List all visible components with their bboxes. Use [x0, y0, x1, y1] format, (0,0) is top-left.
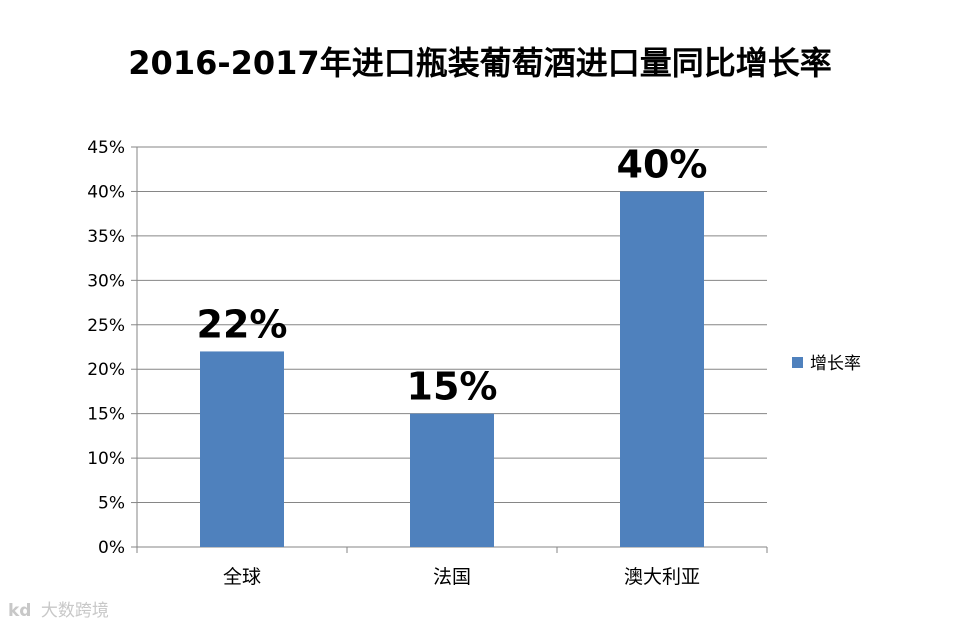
- watermark-text: 大数跨境: [40, 601, 109, 621]
- y-tick-label: 5%: [98, 494, 125, 514]
- x-tick-label: 法国: [433, 566, 471, 588]
- watermark-logo: kd: [8, 601, 32, 621]
- data-label: 22%: [197, 302, 288, 346]
- chart-title: 2016-2017年进口瓶装葡萄酒进口量同比增长率: [128, 44, 832, 82]
- data-label: 40%: [617, 142, 708, 186]
- y-tick-label: 20%: [87, 360, 125, 380]
- x-tick-label: 全球: [223, 566, 261, 588]
- bar: [410, 413, 494, 547]
- y-tick-label: 35%: [87, 227, 125, 247]
- y-tick-label: 0%: [98, 538, 125, 558]
- labels: 0% 5% 10% 15% 20% 25% 30% 35% 40% 45% 22% 全球 15% 法国 40…: [87, 138, 707, 588]
- data-label: 15%: [407, 365, 498, 409]
- watermark: kd 大数跨境: [8, 596, 109, 621]
- legend-swatch: [792, 357, 803, 368]
- bar: [200, 351, 284, 547]
- bars: [200, 191, 704, 547]
- y-tick-label: 25%: [87, 316, 125, 336]
- y-tick-label: 45%: [87, 138, 125, 158]
- y-tick-label: 10%: [87, 449, 125, 469]
- y-tick-label: 40%: [87, 182, 125, 202]
- y-tick-label: 15%: [87, 405, 125, 425]
- bar: [620, 191, 704, 547]
- y-tick-label: 30%: [87, 271, 125, 291]
- legend-label: 增长率: [810, 354, 861, 374]
- legend: 增长率: [792, 354, 861, 374]
- x-tick-label: 澳大利亚: [624, 566, 700, 588]
